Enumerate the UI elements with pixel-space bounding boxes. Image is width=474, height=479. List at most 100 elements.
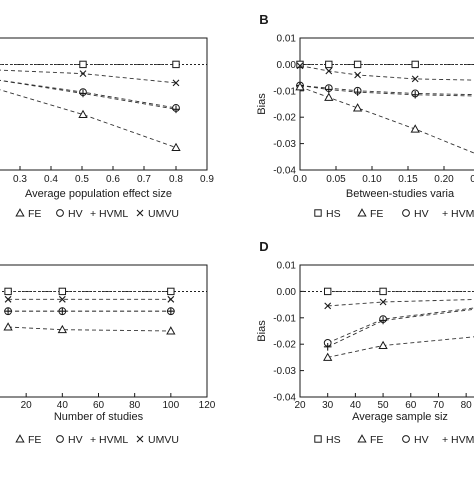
y-tick-label: -0.04 xyxy=(273,166,296,177)
y-axis-label: Bias xyxy=(256,320,268,342)
x-tick-label: 40 xyxy=(57,400,69,411)
x-axis-label: Number of studies xyxy=(54,411,144,423)
plot-frame xyxy=(0,37,208,171)
x-tick-label: 0.0 xyxy=(293,174,307,185)
series-line-fe xyxy=(8,326,171,332)
data-point-umvu xyxy=(58,295,66,303)
legend-marker-circle xyxy=(56,209,64,217)
data-point-hs xyxy=(379,287,387,296)
data-point-hvml xyxy=(58,307,67,315)
series-line-hv xyxy=(0,79,177,109)
x-tick-label: 0.9 xyxy=(200,174,214,185)
data-point-hvml xyxy=(79,89,87,98)
data-point-umvu xyxy=(4,295,12,303)
legend-label: HV xyxy=(68,208,83,220)
y-tick-label: -0.03 xyxy=(273,139,296,150)
data-point-hs xyxy=(4,287,12,296)
x-tick-label: 100 xyxy=(162,400,179,411)
x-tick-label: 120 xyxy=(199,400,216,411)
y-tick-label: -0.01 xyxy=(273,86,296,97)
data-point-hs xyxy=(323,287,332,296)
x-tick-label: 0.05 xyxy=(326,174,346,185)
data-point-fe xyxy=(78,109,88,119)
x-tick-label: 0.8 xyxy=(169,174,183,185)
legend-label: HV xyxy=(414,208,429,220)
x-axis-label: Average sample siz xyxy=(352,411,448,423)
data-point-hs xyxy=(58,287,67,296)
data-point-fe xyxy=(378,340,388,350)
data-point-hs xyxy=(167,287,175,296)
x-tick-label: 30 xyxy=(322,400,334,411)
legend-label: + HVML xyxy=(90,208,128,220)
legend-label: UMVU xyxy=(148,434,179,446)
legend-marker-triangle xyxy=(15,434,25,443)
legend-label: FE xyxy=(28,434,41,446)
legend-label: HS xyxy=(326,434,341,446)
x-tick-label: 0.20 xyxy=(434,174,454,185)
legend-marker-cross xyxy=(136,435,144,443)
legend-marker-triangle xyxy=(357,208,367,217)
data-point-fe xyxy=(410,124,420,133)
x-axis-label: Average population effect size xyxy=(25,188,172,200)
x-tick-label: 60 xyxy=(93,400,105,411)
legend-marker-circle xyxy=(56,435,64,443)
legend-label: FE xyxy=(370,208,383,220)
x-tick-label: 0.7 xyxy=(137,174,151,185)
y-tick-label: -0.02 xyxy=(273,340,296,351)
data-point-hs xyxy=(353,60,362,69)
legend-label: + HVM xyxy=(442,208,474,220)
legend-label: + HVML xyxy=(442,434,474,446)
series-line-umvu xyxy=(327,299,474,307)
data-point-fe xyxy=(324,92,334,101)
x-tick-label: 0.25 xyxy=(470,174,474,185)
legend-label: + HVML xyxy=(90,434,128,446)
legend-label: HV xyxy=(414,434,429,446)
data-point-fe xyxy=(323,352,333,361)
legend-label: FE xyxy=(28,208,41,220)
x-tick-label: 20 xyxy=(21,400,33,411)
y-tick-label: 0.00 xyxy=(277,60,297,71)
series-line-fe xyxy=(0,89,177,148)
data-point-umvu xyxy=(354,71,361,79)
data-point-hvml xyxy=(379,316,387,325)
x-tick-label: 40 xyxy=(350,400,362,411)
series-line-umvu xyxy=(0,69,177,84)
data-point-hvml xyxy=(167,307,175,315)
legend-marker-square xyxy=(314,435,322,443)
y-tick-label: -0.02 xyxy=(273,113,296,124)
data-point-hs xyxy=(411,60,419,69)
x-tick-label: 20 xyxy=(294,400,306,411)
data-point-fe xyxy=(166,326,176,335)
legend-label: HS xyxy=(326,208,341,220)
legend-marker-triangle xyxy=(357,434,367,443)
x-tick-label: 0.6 xyxy=(106,174,120,185)
x-tick-label: 80 xyxy=(461,400,473,411)
series-line-fe xyxy=(299,86,474,154)
data-point-umvu xyxy=(325,67,333,75)
data-point-fe xyxy=(352,103,363,112)
data-point-hs xyxy=(325,60,333,69)
y-tick-label: 0.00 xyxy=(277,287,297,298)
data-point-umvu xyxy=(324,302,332,310)
x-tick-label: 80 xyxy=(129,400,141,411)
x-axis-label: Between-studies varia xyxy=(346,188,455,200)
x-tick-label: 50 xyxy=(378,400,390,411)
data-point-fe xyxy=(171,142,181,152)
x-tick-label: 0.5 xyxy=(75,174,89,185)
x-tick-label: 0.3 xyxy=(13,174,27,185)
legend-marker-circle xyxy=(402,435,410,443)
x-tick-label: 70 xyxy=(433,400,445,411)
plot-frame xyxy=(299,264,474,398)
legend-marker-circle xyxy=(402,209,410,217)
legend-label: HV xyxy=(68,434,83,446)
legend-marker-square xyxy=(314,209,322,217)
data-point-hs xyxy=(79,60,87,69)
plot-frame xyxy=(0,264,208,398)
x-tick-label: 0.4 xyxy=(44,174,58,185)
legend-label: UMVU xyxy=(148,208,179,220)
series-line-hv xyxy=(327,307,474,344)
series-line-hvml xyxy=(327,308,474,348)
data-point-umvu xyxy=(167,295,175,303)
